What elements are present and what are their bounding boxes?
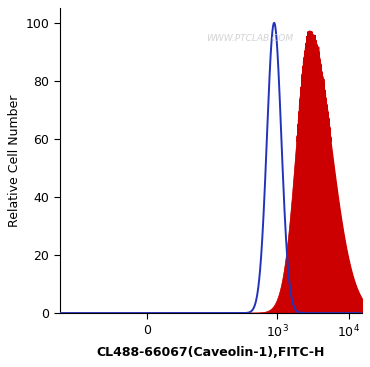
X-axis label: CL488-66067(Caveolin-1),FITC-H: CL488-66067(Caveolin-1),FITC-H [97,346,325,359]
Y-axis label: Relative Cell Number: Relative Cell Number [9,95,21,227]
Text: WWW.PTCLAB.COM: WWW.PTCLAB.COM [206,34,293,43]
